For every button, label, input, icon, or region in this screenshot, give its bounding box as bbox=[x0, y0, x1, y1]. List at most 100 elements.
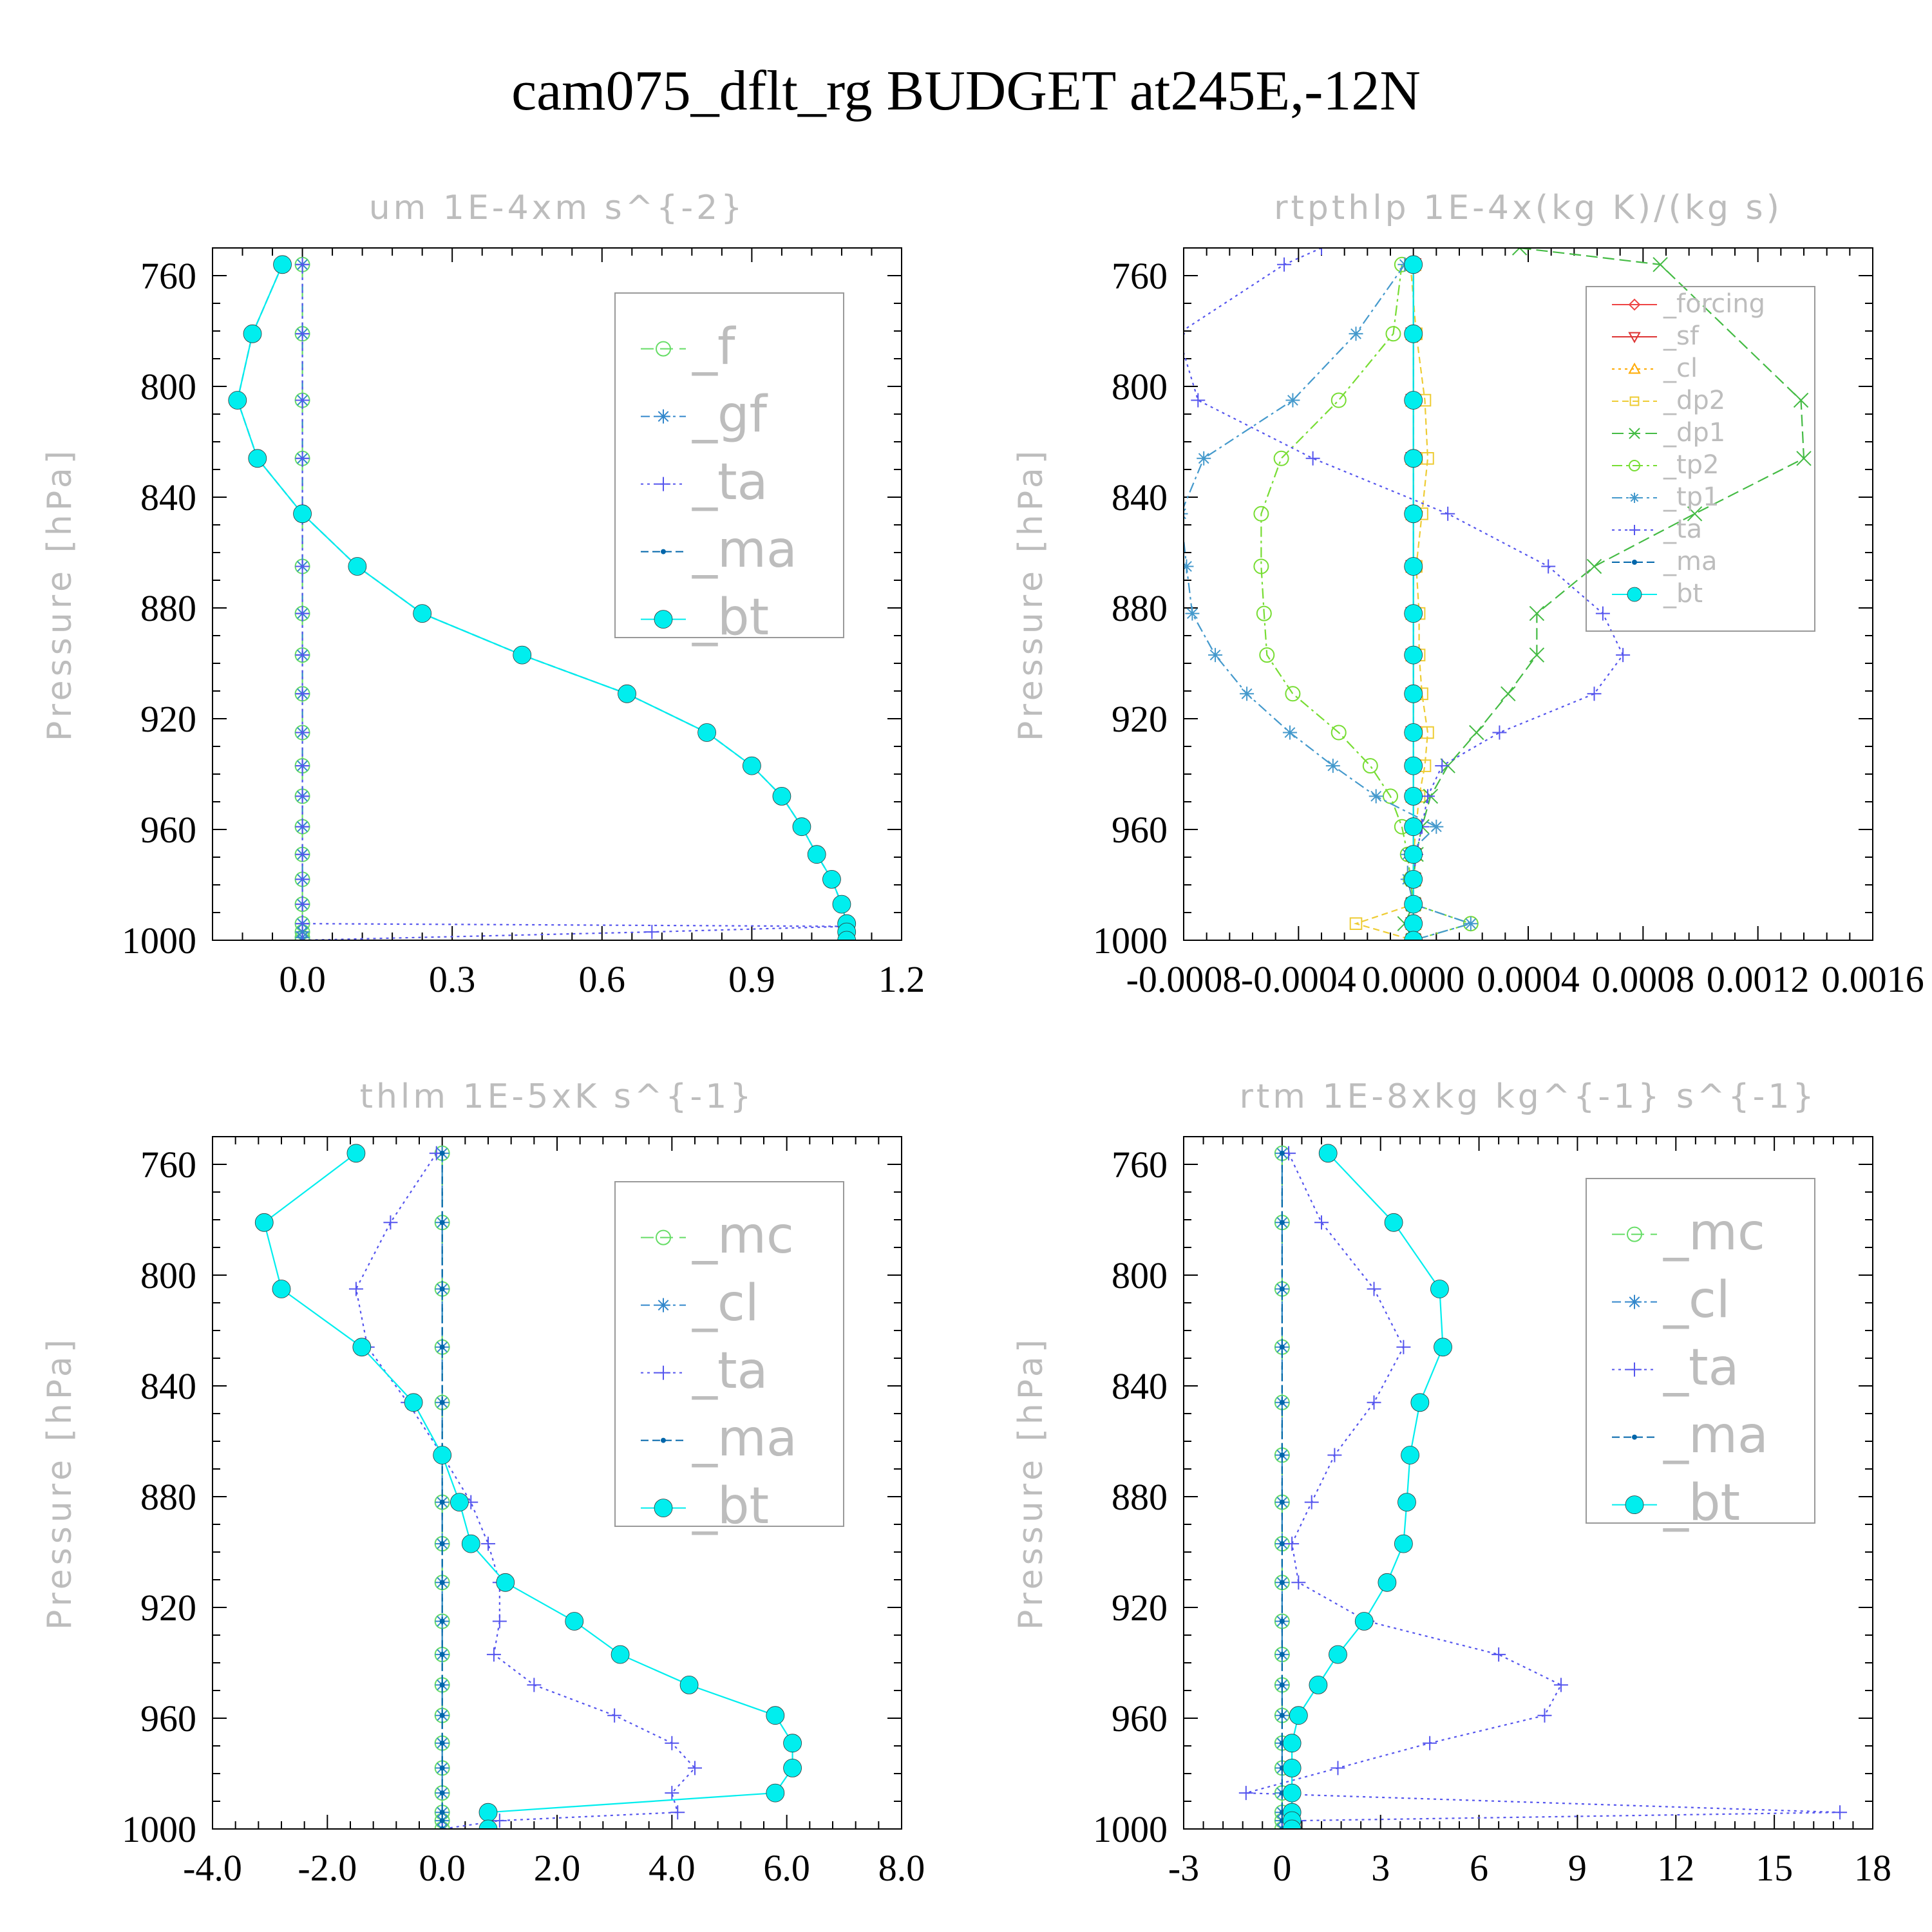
series-bt bbox=[1404, 255, 1423, 940]
data-point bbox=[1404, 914, 1423, 933]
data-point bbox=[1238, 1786, 1253, 1801]
legend-label: _bt bbox=[692, 1477, 769, 1535]
data-point bbox=[1404, 255, 1423, 274]
x-tick-label: 4.0 bbox=[649, 1847, 696, 1889]
data-point bbox=[1384, 1213, 1403, 1232]
panel-title: um 1E-4xm s^{-2} bbox=[369, 189, 746, 227]
data-point bbox=[1273, 450, 1289, 466]
x-tick-label: 0.0008 bbox=[1592, 958, 1695, 1000]
x-tick-label: 0 bbox=[1273, 1847, 1291, 1889]
data-point bbox=[295, 648, 310, 663]
data-point bbox=[272, 1280, 291, 1298]
legend-box bbox=[1586, 286, 1815, 632]
x-tick-label: 1.2 bbox=[878, 958, 925, 1000]
data-point bbox=[1279, 1286, 1285, 1292]
data-point bbox=[1274, 1822, 1289, 1829]
y-tick-label: 800 bbox=[1112, 366, 1168, 408]
data-point bbox=[1282, 1819, 1302, 1829]
data-point bbox=[1240, 687, 1255, 701]
data-point bbox=[435, 1822, 450, 1829]
data-point bbox=[1378, 1573, 1397, 1592]
legend-label: _f bbox=[692, 318, 736, 376]
panel-title: thlm 1E-5xK s^{-1} bbox=[360, 1077, 755, 1116]
data-point bbox=[439, 1618, 445, 1624]
data-point bbox=[1279, 1220, 1285, 1226]
x-tick-label: -2.0 bbox=[298, 1847, 357, 1889]
x-tick-label: 0.9 bbox=[728, 958, 775, 1000]
data-point bbox=[295, 819, 310, 834]
legend-swatch-marker bbox=[661, 1437, 666, 1443]
y-tick-label: 840 bbox=[1112, 477, 1168, 518]
chart-panel-3: thlm 1E-5xK s^{-1} Pressure [hPa] 760 800 84… bbox=[41, 1077, 925, 1889]
data-point bbox=[273, 255, 292, 274]
legend-label: _dp2 bbox=[1663, 386, 1725, 415]
data-point bbox=[1396, 1340, 1411, 1354]
data-point bbox=[1279, 1541, 1285, 1547]
data-point bbox=[1259, 647, 1275, 663]
legend-swatch-marker bbox=[656, 1229, 671, 1245]
legend-swatch-marker bbox=[656, 409, 670, 424]
data-point bbox=[1833, 1805, 1848, 1820]
data-point bbox=[1279, 1452, 1285, 1458]
legend-label: _bt bbox=[1663, 579, 1703, 609]
data-point bbox=[295, 759, 310, 773]
data-point bbox=[822, 870, 841, 889]
x-tick-label: 0.3 bbox=[429, 958, 476, 1000]
y-tick-label: 880 bbox=[140, 1476, 196, 1518]
data-point bbox=[1404, 895, 1423, 914]
legend-swatch-marker bbox=[661, 549, 666, 554]
series-layer bbox=[1184, 248, 1812, 940]
data-point bbox=[783, 1734, 802, 1753]
data-point bbox=[1285, 393, 1300, 408]
data-point bbox=[1279, 1712, 1285, 1718]
y-tick-label: 920 bbox=[1112, 698, 1168, 740]
y-tick-label: 960 bbox=[1112, 809, 1168, 851]
y-tick-label: 920 bbox=[140, 698, 196, 740]
data-point bbox=[295, 559, 310, 574]
legend-swatch-marker bbox=[1629, 396, 1640, 406]
y-tick-label: 800 bbox=[1112, 1255, 1168, 1296]
data-point bbox=[618, 684, 636, 703]
data-point bbox=[228, 391, 247, 410]
x-tick-label: 15 bbox=[1756, 1847, 1793, 1889]
y-tick-label: 800 bbox=[140, 366, 196, 408]
data-point bbox=[688, 1761, 702, 1776]
legend-label: _forcing bbox=[1663, 289, 1765, 319]
x-tick-label: 12 bbox=[1657, 1847, 1694, 1889]
data-point bbox=[1492, 1647, 1506, 1662]
data-point bbox=[1304, 1495, 1319, 1510]
data-point bbox=[295, 897, 310, 912]
x-tick-label: -0.0004 bbox=[1241, 958, 1356, 1000]
data-point bbox=[295, 451, 310, 466]
data-point bbox=[1435, 759, 1450, 773]
legend-swatch-marker bbox=[1632, 1434, 1637, 1440]
plot-frame bbox=[212, 247, 902, 941]
data-point bbox=[1305, 451, 1320, 466]
y-tick-label: 760 bbox=[140, 255, 196, 297]
data-point bbox=[1404, 787, 1423, 806]
data-point bbox=[1401, 1446, 1419, 1464]
data-point bbox=[832, 895, 851, 914]
data-point bbox=[611, 1645, 630, 1664]
series-layer bbox=[254, 1144, 802, 1829]
data-point bbox=[1279, 1399, 1285, 1405]
legend-label: _ma bbox=[692, 1410, 797, 1468]
x-tick-label: 0.6 bbox=[579, 958, 626, 1000]
data-point bbox=[1208, 648, 1223, 663]
legend-swatch-marker bbox=[1627, 1362, 1642, 1377]
data-point bbox=[404, 1393, 423, 1412]
data-point bbox=[481, 1537, 495, 1551]
y-tick-label: 760 bbox=[1112, 1144, 1168, 1186]
x-tick-label: 0.0016 bbox=[1821, 958, 1924, 1000]
y-tick-label: 880 bbox=[1112, 1476, 1168, 1518]
y-axis-label: Pressure [hPa] bbox=[1012, 447, 1050, 741]
chart-panel-4: rtm 1E-8xkg kg^{-1} s^{-1} Pressure [hPa]… bbox=[1012, 1077, 1891, 1889]
data-point bbox=[807, 845, 826, 864]
data-point bbox=[1331, 1761, 1345, 1776]
data-point bbox=[1404, 391, 1423, 410]
legend-swatch-marker bbox=[1629, 525, 1640, 535]
x-tick-label: -3 bbox=[1168, 1847, 1199, 1889]
data-point bbox=[413, 604, 432, 623]
data-point bbox=[1309, 1675, 1328, 1694]
x-tick-label: 3 bbox=[1371, 1847, 1390, 1889]
